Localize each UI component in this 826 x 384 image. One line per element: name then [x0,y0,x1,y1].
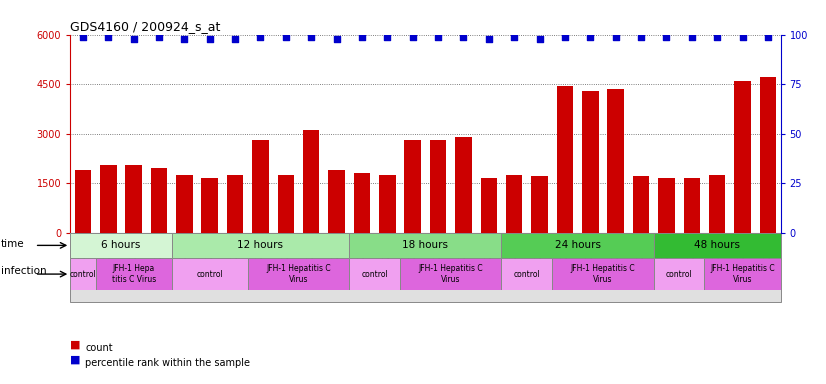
Point [76,33,89,40]
Text: JFH-1 Hepatitis C
Virus: JFH-1 Hepatitis C Virus [419,264,483,284]
Bar [126,165,142,233]
Bar [96,258,172,290]
Bar [252,140,268,233]
Point [406,33,420,40]
Bar [172,258,248,290]
Text: count: count [85,343,112,353]
Point [533,35,546,41]
Text: JFH-1 Hepatitis C
Virus: JFH-1 Hepatitis C Virus [571,264,635,284]
Bar [430,140,446,233]
Point [558,33,572,40]
Text: control: control [514,270,540,278]
Point [609,33,622,40]
Text: infection: infection [1,266,46,276]
Text: 12 hours: 12 hours [238,240,283,250]
Bar [329,170,344,233]
Bar [506,175,522,233]
Text: 48 hours: 48 hours [694,240,740,250]
Bar [607,89,624,233]
Point [457,33,470,40]
Bar [531,176,548,233]
Bar [248,258,349,290]
Point [584,33,597,40]
Bar [653,233,781,258]
Point [710,33,724,40]
Bar [354,173,370,233]
Text: 6 hours: 6 hours [102,240,140,250]
Text: JFH-1 Hepa
titis C Virus: JFH-1 Hepa titis C Virus [112,264,156,284]
Bar [705,258,781,290]
Bar [100,165,116,233]
Bar [455,137,472,233]
Bar [501,233,653,258]
Bar [151,168,167,233]
Bar [70,233,172,258]
Point [203,35,216,41]
Bar [70,258,96,290]
Bar [633,176,649,233]
Bar [227,175,244,233]
Point [178,35,191,41]
Text: control: control [69,270,97,278]
Text: ■: ■ [70,355,81,365]
Point [431,33,444,40]
Point [152,33,165,40]
Text: percentile rank within the sample: percentile rank within the sample [85,358,250,368]
Text: 24 hours: 24 hours [554,240,601,250]
Bar [405,140,421,233]
Point [762,33,775,40]
Bar [760,78,776,233]
Bar [278,175,294,233]
Point [127,35,140,41]
Text: 18 hours: 18 hours [402,240,449,250]
Point [102,33,115,40]
Text: time: time [1,239,25,249]
Point [229,35,242,41]
Bar [172,233,349,258]
Text: ■: ■ [70,339,81,349]
Point [736,33,749,40]
Text: JFH-1 Hepatitis C
Virus: JFH-1 Hepatitis C Virus [710,264,775,284]
Text: control: control [666,270,692,278]
Bar [709,175,725,233]
Point [355,33,368,40]
Bar [658,178,675,233]
Bar [400,258,501,290]
Point [279,33,292,40]
Bar [734,81,751,233]
Bar [557,86,573,233]
Bar [553,258,653,290]
Point [507,33,520,40]
Point [330,35,343,41]
Point [305,33,318,40]
Bar [379,175,396,233]
Bar [349,233,501,258]
Point [254,33,267,40]
Bar [349,258,400,290]
Bar [481,178,497,233]
Bar [684,178,700,233]
Text: JFH-1 Hepatitis C
Virus: JFH-1 Hepatitis C Virus [266,264,331,284]
Bar [303,130,320,233]
Bar [74,170,91,233]
Text: control: control [197,270,223,278]
Text: control: control [361,270,388,278]
Bar [70,233,781,302]
Point [634,33,648,40]
Bar [202,178,218,233]
Bar [653,258,705,290]
Point [660,33,673,40]
Text: GDS4160 / 200924_s_at: GDS4160 / 200924_s_at [70,20,221,33]
Bar [176,175,192,233]
Point [685,33,698,40]
Point [482,35,496,41]
Bar [501,258,553,290]
Bar [582,91,599,233]
Point [381,33,394,40]
